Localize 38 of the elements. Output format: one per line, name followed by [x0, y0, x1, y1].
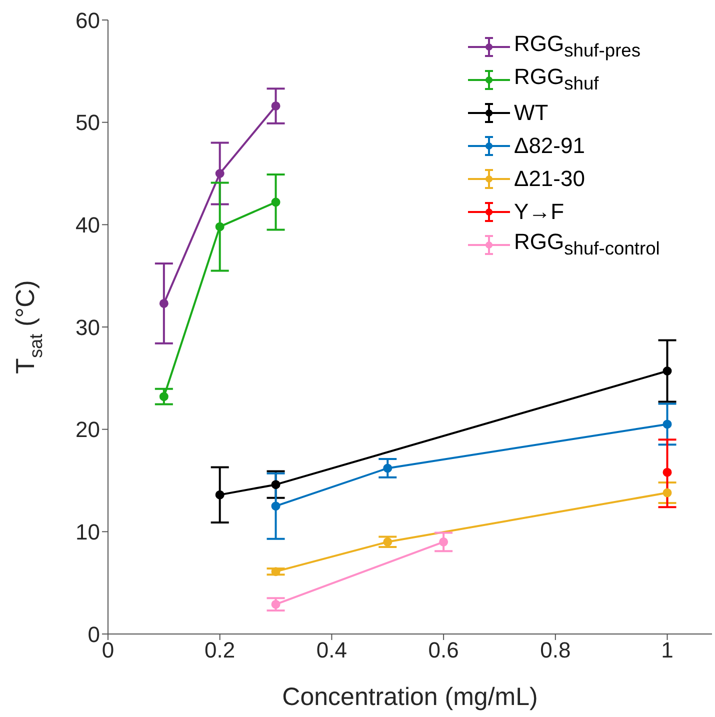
point — [662, 468, 672, 477]
y-tick-label: 40 — [76, 212, 100, 238]
point — [662, 488, 672, 498]
y-tick-label: 20 — [76, 417, 100, 442]
y-tick-label: 0 — [88, 622, 100, 647]
x-tick-label: 1 — [661, 638, 674, 663]
y-tick-label: 30 — [76, 314, 100, 340]
legend-label: RGG$_{shuf-control}$ — [514, 229, 660, 260]
point — [159, 298, 168, 308]
point — [662, 366, 672, 376]
legend-label: WT — [514, 100, 548, 126]
x-axis-title: Concentration (mg/mL) — [282, 683, 538, 711]
point — [271, 101, 280, 110]
y-tick-label: 50 — [76, 110, 100, 136]
point — [383, 537, 392, 546]
point — [271, 502, 280, 511]
point — [215, 490, 224, 500]
x-tick-label: 0.2 — [204, 638, 236, 663]
point — [271, 480, 280, 490]
legend-label: Y→F — [514, 198, 564, 224]
y-tick-label: 60 — [76, 8, 100, 33]
legend-label: Δ82-91 — [514, 132, 585, 158]
point — [159, 392, 168, 402]
point — [215, 222, 224, 232]
point — [662, 420, 672, 429]
x-tick-label: 0.8 — [540, 638, 571, 663]
legend-label: RGG$_{shuf-pres}$ — [514, 31, 641, 62]
x-tick-label: 0.6 — [428, 638, 459, 663]
legend-label: Δ21-30 — [514, 166, 585, 192]
legend-label: RGG$_{shuf}$ — [514, 64, 599, 95]
point — [383, 464, 392, 473]
point — [271, 567, 280, 576]
x-tick-label: 0.4 — [316, 638, 347, 663]
y-tick-label: 10 — [76, 519, 100, 544]
point — [439, 537, 448, 546]
point — [271, 600, 280, 609]
point — [271, 198, 280, 207]
point — [215, 169, 224, 178]
